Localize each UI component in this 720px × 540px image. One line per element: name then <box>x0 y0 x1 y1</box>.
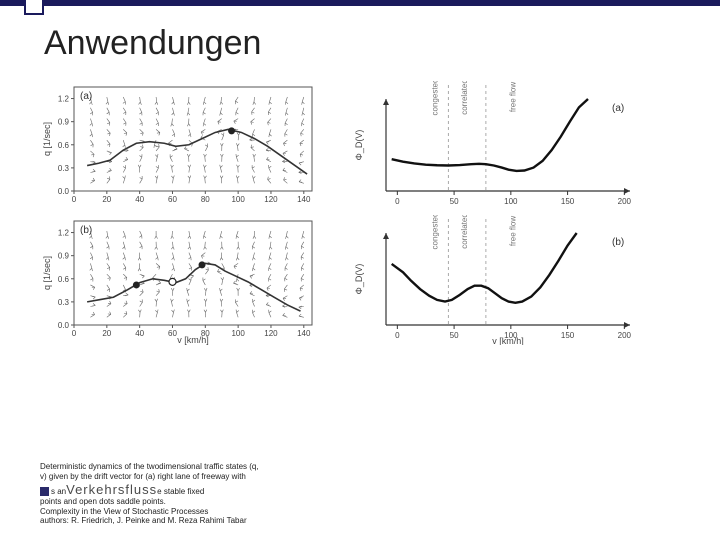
svg-text:v [km/h]: v [km/h] <box>177 335 209 345</box>
svg-text:60: 60 <box>168 195 177 204</box>
svg-text:free flow: free flow <box>508 82 517 112</box>
slide-title: Anwendungen <box>0 6 720 71</box>
svg-text:20: 20 <box>102 329 111 338</box>
svg-text:150: 150 <box>561 331 575 340</box>
bullet-icon <box>40 487 49 496</box>
svg-text:0: 0 <box>72 195 77 204</box>
svg-text:(b): (b) <box>612 237 624 248</box>
svg-text:0: 0 <box>395 331 400 340</box>
svg-text:120: 120 <box>264 195 278 204</box>
svg-text:100: 100 <box>231 329 245 338</box>
caption-line-3: s anVerkehrsflusse stable fixed <box>40 482 370 498</box>
caption-line-5: Complexity in the View of Stochastic Pro… <box>40 507 370 517</box>
svg-text:Φ_D(V): Φ_D(V) <box>354 130 364 161</box>
svg-text:congested: congested <box>431 81 440 115</box>
svg-text:0.0: 0.0 <box>58 321 70 330</box>
svg-text:100: 100 <box>231 195 245 204</box>
svg-text:40: 40 <box>135 329 144 338</box>
svg-text:v [km/h]: v [km/h] <box>492 336 524 345</box>
svg-text:50: 50 <box>450 331 459 340</box>
svg-text:200: 200 <box>618 197 632 206</box>
caption-line-1: Deterministic dynamics of the twodimensi… <box>40 462 370 472</box>
svg-text:1.2: 1.2 <box>58 95 70 104</box>
svg-text:q [1/sec]: q [1/sec] <box>42 256 52 290</box>
svg-text:0.9: 0.9 <box>58 118 70 127</box>
svg-text:(a): (a) <box>80 91 92 102</box>
svg-text:150: 150 <box>561 197 575 206</box>
caption-line-6: authors: R. Friedrich, J. Peinke and M. … <box>40 516 370 526</box>
svg-text:0: 0 <box>72 329 77 338</box>
svg-text:correlated: correlated <box>460 81 469 115</box>
right-column: congested correlated free flow 0 50 100 150 200… <box>350 81 640 345</box>
svg-text:60: 60 <box>168 329 177 338</box>
svg-text:0.6: 0.6 <box>58 141 70 150</box>
caption-line-4: points and open dots saddle points. <box>40 497 370 507</box>
svg-text:Φ_D(V): Φ_D(V) <box>354 264 364 295</box>
slide-top-accent <box>0 0 720 6</box>
vector-field-panel-b: 0204060801001201400.00.30.60.91.2q [1/se… <box>40 215 320 345</box>
svg-text:correlated: correlated <box>460 215 469 249</box>
svg-text:(a): (a) <box>612 103 624 114</box>
left-column: 0 20 40 60 80 100 120 140 0.0 0.3 0.6 0.9 1.2 q [1/se… <box>40 81 320 345</box>
svg-text:congested: congested <box>431 215 440 249</box>
svg-text:200: 200 <box>618 331 632 340</box>
svg-text:20: 20 <box>102 195 111 204</box>
svg-text:0.9: 0.9 <box>58 252 70 261</box>
svg-text:0.3: 0.3 <box>58 298 70 307</box>
svg-text:1.2: 1.2 <box>58 229 70 238</box>
potential-panel-b: congestedcorrelatedfree flow050100150200… <box>350 215 640 345</box>
charts-row: 0 20 40 60 80 100 120 140 0.0 0.3 0.6 0.9 1.2 q [1/se… <box>0 71 720 345</box>
svg-text:0.3: 0.3 <box>58 164 70 173</box>
potential-panel-a: congested correlated free flow 0 50 100 150 200… <box>350 81 640 211</box>
figure-caption: Deterministic dynamics of the twodimensi… <box>40 462 370 526</box>
svg-text:100: 100 <box>504 197 518 206</box>
svg-text:140: 140 <box>297 195 311 204</box>
svg-text:0.0: 0.0 <box>58 187 70 196</box>
caption-line-2: v) given by the drift vector for (a) rig… <box>40 472 370 482</box>
svg-text:q [1/sec]: q [1/sec] <box>42 122 52 156</box>
svg-text:0.6: 0.6 <box>58 275 70 284</box>
svg-text:140: 140 <box>297 329 311 338</box>
svg-text:120: 120 <box>264 329 278 338</box>
svg-text:40: 40 <box>135 195 144 204</box>
vector-field-panel-a: 0 20 40 60 80 100 120 140 0.0 0.3 0.6 0.9 1.2 q [1/se… <box>40 81 320 211</box>
svg-text:free flow: free flow <box>508 216 517 246</box>
svg-text:(b): (b) <box>80 225 92 236</box>
svg-text:50: 50 <box>450 197 459 206</box>
svg-text:80: 80 <box>201 195 210 204</box>
overlay-text: Verkehrsfluss <box>66 482 157 497</box>
svg-text:0: 0 <box>395 197 400 206</box>
